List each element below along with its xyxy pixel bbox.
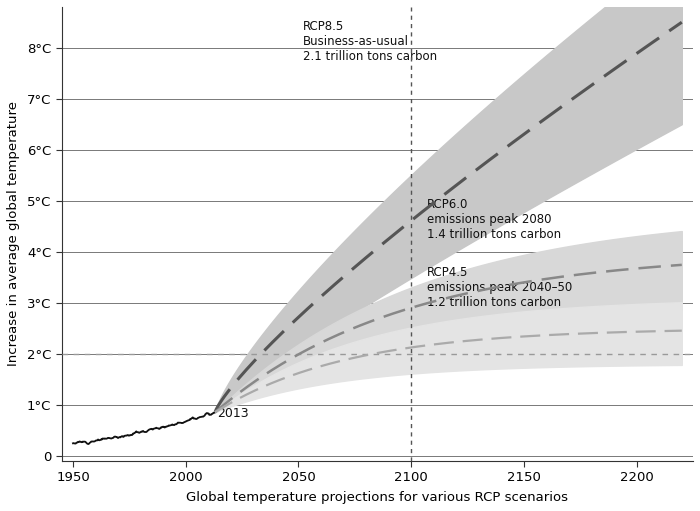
Text: RCP4.5
emissions peak 2040–50
1.2 trillion tons carbon: RCP4.5 emissions peak 2040–50 1.2 trilli… — [427, 266, 572, 309]
Text: RCP8.5
Business-as-usual
2.1 trillion tons carbon: RCP8.5 Business-as-usual 2.1 trillion to… — [303, 20, 437, 63]
Text: RCP6.0
emissions peak 2080
1.4 trillion tons carbon: RCP6.0 emissions peak 2080 1.4 trillion … — [427, 198, 561, 241]
Y-axis label: Increase in average global temperature: Increase in average global temperature — [7, 101, 20, 366]
Text: 2013: 2013 — [217, 407, 249, 420]
X-axis label: Global temperature projections for various RCP scenarios: Global temperature projections for vario… — [186, 491, 568, 504]
